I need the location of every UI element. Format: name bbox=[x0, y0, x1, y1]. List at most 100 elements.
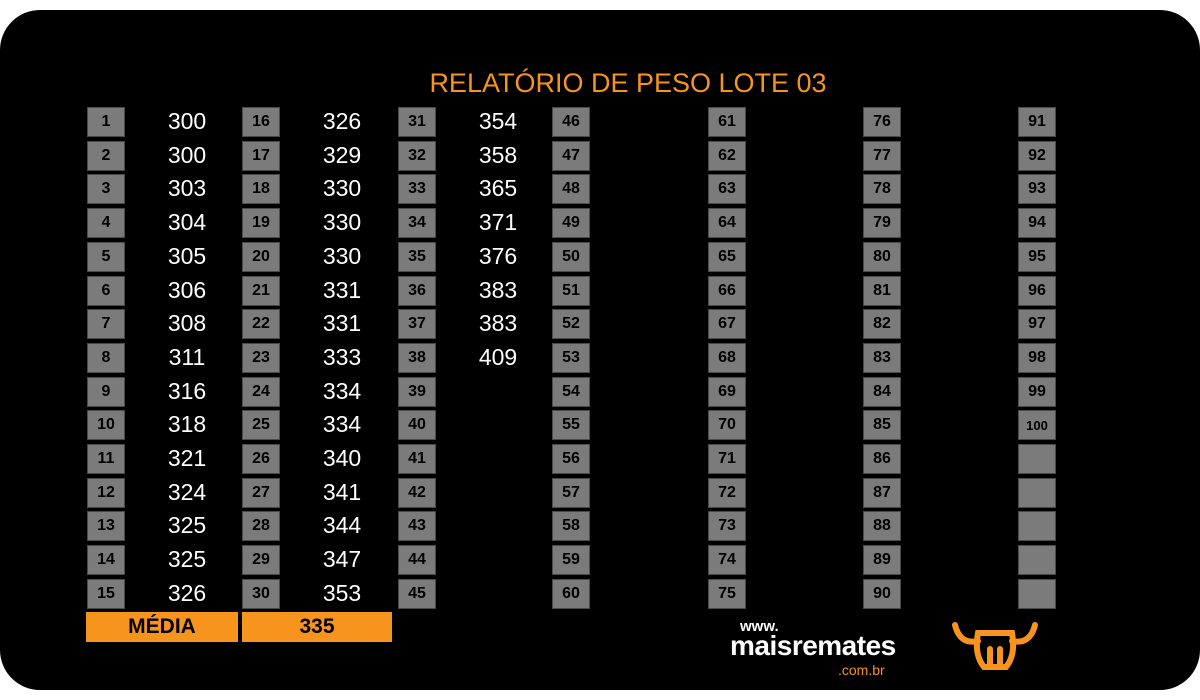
weight: 330 bbox=[322, 175, 362, 202]
lot-number: 54 bbox=[552, 376, 590, 407]
lot-number: 14 bbox=[87, 545, 125, 576]
lot-number: 7 bbox=[87, 309, 125, 340]
lot-number: 70 bbox=[708, 410, 746, 441]
lot-number: 2 bbox=[87, 140, 125, 171]
weight: 347 bbox=[322, 546, 362, 573]
weight: 329 bbox=[322, 141, 362, 168]
weight: 324 bbox=[167, 478, 207, 505]
lot-number: 13 bbox=[87, 511, 125, 542]
lot-number: 47 bbox=[552, 140, 590, 171]
weight: 376 bbox=[478, 242, 518, 269]
lot-number: 86 bbox=[863, 444, 901, 474]
title: RELATÓRIO DE PESO LOTE 03 bbox=[429, 68, 827, 98]
lot-number: 48 bbox=[552, 174, 590, 205]
weight: 304 bbox=[167, 209, 207, 236]
weight: 326 bbox=[167, 579, 207, 606]
lot-number: 40 bbox=[398, 410, 436, 441]
lot-number: 93 bbox=[1018, 174, 1056, 205]
weight: 365 bbox=[478, 175, 518, 202]
lot-number: 57 bbox=[552, 477, 590, 508]
lot-number: 98 bbox=[1018, 342, 1056, 373]
lot-number: 95 bbox=[1018, 241, 1056, 272]
lot-number: 67 bbox=[708, 309, 746, 340]
lot-number: 15 bbox=[87, 578, 125, 609]
weight: 300 bbox=[167, 108, 207, 134]
lot-number: 19 bbox=[242, 208, 280, 239]
lot-number: 5 bbox=[87, 241, 125, 272]
weight: 321 bbox=[167, 445, 207, 471]
lot-number: 33 bbox=[398, 174, 436, 205]
weight: 331 bbox=[322, 310, 362, 337]
lot-number: 96 bbox=[1018, 275, 1056, 306]
lot-number: 80 bbox=[863, 241, 901, 272]
lot-number: 97 bbox=[1018, 309, 1056, 340]
lot-number: 83 bbox=[863, 342, 901, 373]
lot-number: 28 bbox=[242, 511, 280, 542]
lot-number: 36 bbox=[398, 275, 436, 306]
lot-number: 66 bbox=[708, 275, 746, 306]
lot-number: 75 bbox=[708, 578, 746, 609]
lot-number: 79 bbox=[863, 208, 901, 239]
weight: 409 bbox=[478, 343, 518, 370]
weight: 330 bbox=[322, 209, 362, 236]
lot-number: 41 bbox=[398, 444, 436, 474]
lot-number: 59 bbox=[552, 545, 590, 576]
lot-number: 63 bbox=[708, 174, 746, 205]
lot-number: 81 bbox=[863, 275, 901, 306]
weight: 325 bbox=[167, 546, 207, 573]
lot-number: 76 bbox=[863, 107, 901, 137]
lot-number: 61 bbox=[708, 107, 746, 137]
weight: 303 bbox=[167, 175, 207, 202]
weight: 331 bbox=[322, 276, 362, 303]
lot-number: 91 bbox=[1018, 107, 1056, 137]
lot-number: 37 bbox=[398, 309, 436, 340]
lot-number: 64 bbox=[708, 208, 746, 239]
lot-number: 34 bbox=[398, 208, 436, 239]
lot-number: 78 bbox=[863, 174, 901, 205]
weight: 340 bbox=[322, 445, 362, 471]
empty-cell bbox=[1018, 578, 1056, 609]
logo-prefix: www. bbox=[740, 618, 779, 635]
lot-number: 23 bbox=[242, 342, 280, 373]
panel: RELATÓRIO DE PESO LOTE 03 MÉDIA 335 www.… bbox=[0, 10, 1200, 690]
lot-number: 18 bbox=[242, 174, 280, 205]
lot-number: 20 bbox=[242, 241, 280, 272]
lot-number: 55 bbox=[552, 410, 590, 441]
lot-number: 87 bbox=[863, 477, 901, 508]
weight: 334 bbox=[322, 377, 362, 404]
lot-number: 44 bbox=[398, 545, 436, 576]
empty-cell bbox=[1018, 511, 1056, 542]
lot-number: 65 bbox=[708, 241, 746, 272]
lot-number: 46 bbox=[552, 107, 590, 137]
lot-number: 4 bbox=[87, 208, 125, 239]
lot-number: 82 bbox=[863, 309, 901, 340]
lot-number: 24 bbox=[242, 376, 280, 407]
weight: 330 bbox=[322, 242, 362, 269]
weight: 333 bbox=[322, 343, 362, 370]
lot-number: 45 bbox=[398, 578, 436, 609]
lot-number: 84 bbox=[863, 376, 901, 407]
lot-number: 8 bbox=[87, 342, 125, 373]
weight: 300 bbox=[167, 141, 207, 168]
lot-number: 88 bbox=[863, 511, 901, 542]
lot-number: 51 bbox=[552, 275, 590, 306]
lot-number: 99 bbox=[1018, 376, 1056, 407]
weight: 316 bbox=[167, 377, 207, 404]
logo-name: maisremates bbox=[730, 630, 896, 661]
weight: 311 bbox=[168, 343, 206, 370]
lot-number: 27 bbox=[242, 477, 280, 508]
lot-number: 35 bbox=[398, 241, 436, 272]
lot-number: 43 bbox=[398, 511, 436, 542]
lot-number: 3 bbox=[87, 174, 125, 205]
weight: 383 bbox=[478, 276, 518, 303]
lot-number: 72 bbox=[708, 477, 746, 508]
lot-number: 12 bbox=[87, 477, 125, 508]
lot-number: 56 bbox=[552, 444, 590, 474]
lot-number: 25 bbox=[242, 410, 280, 441]
logo-bull bbox=[952, 622, 1038, 670]
lot-number: 29 bbox=[242, 545, 280, 576]
lot-number: 69 bbox=[708, 376, 746, 407]
weight: 306 bbox=[167, 276, 207, 303]
lot-number: 68 bbox=[708, 342, 746, 373]
